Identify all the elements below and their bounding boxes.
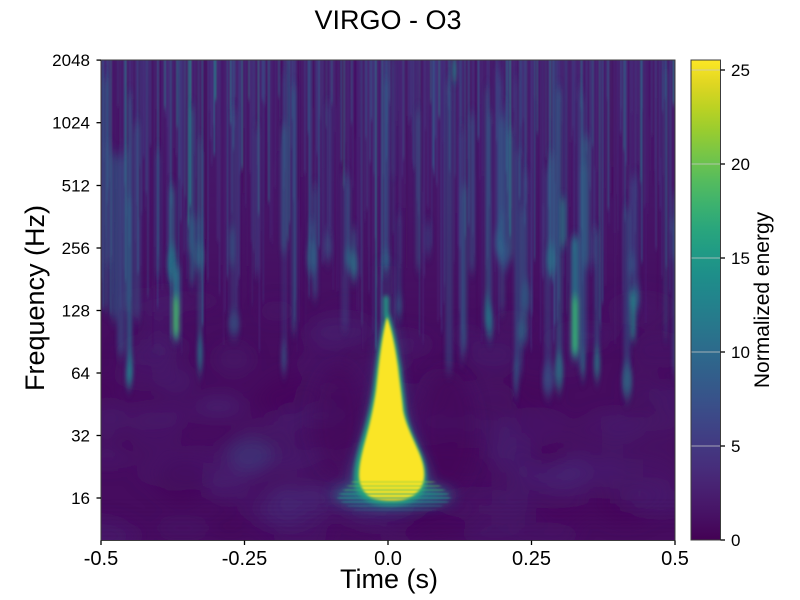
svg-text:10: 10	[731, 343, 750, 362]
svg-text:Time (s): Time (s)	[340, 564, 438, 594]
svg-text:20: 20	[731, 155, 750, 174]
svg-text:128: 128	[62, 302, 90, 321]
svg-text:-0.5: -0.5	[84, 548, 118, 570]
svg-text:VIRGO - O3: VIRGO - O3	[314, 5, 461, 35]
svg-text:32: 32	[71, 427, 90, 446]
svg-text:2048: 2048	[52, 51, 90, 70]
svg-text:25: 25	[731, 61, 750, 80]
svg-text:Frequency (Hz): Frequency (Hz)	[20, 205, 50, 391]
svg-text:16: 16	[71, 489, 90, 508]
svg-text:256: 256	[62, 239, 90, 258]
svg-text:5: 5	[731, 437, 740, 456]
svg-text:15: 15	[731, 249, 750, 268]
svg-text:Normalized energy: Normalized energy	[751, 211, 774, 388]
svg-text:0: 0	[731, 531, 740, 550]
svg-text:1024: 1024	[52, 114, 90, 133]
svg-text:0.0: 0.0	[374, 548, 402, 570]
svg-text:64: 64	[71, 364, 90, 383]
svg-text:-0.25: -0.25	[222, 548, 268, 570]
svg-text:0.25: 0.25	[512, 548, 551, 570]
svg-text:0.5: 0.5	[661, 548, 689, 570]
svg-text:512: 512	[62, 177, 90, 196]
